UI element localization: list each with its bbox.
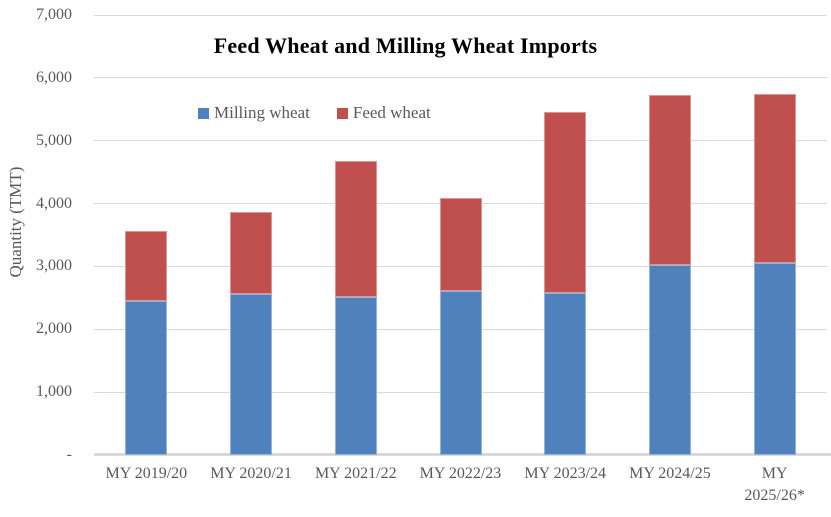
legend-item-milling-wheat: Milling wheat (198, 103, 310, 123)
bar-segment-milling-wheat (334, 297, 377, 455)
y-axis-tick-label: 3,000 (36, 257, 72, 275)
y-axis-tick-label: - (66, 446, 72, 463)
legend-item-feed-wheat: Feed wheat (336, 103, 431, 123)
x-axis-label: MY 2025/26* (744, 465, 805, 504)
gridline (94, 14, 827, 16)
x-axis-label: MY 2024/25 (629, 465, 711, 482)
gridline (94, 77, 827, 79)
y-axis-tick-label: 7,000 (36, 6, 72, 23)
x-axis-label: MY 2020/21 (210, 465, 292, 482)
y-axis-title: Quantity (TMT) (6, 166, 25, 278)
bar-segment-milling-wheat (648, 264, 691, 455)
y-axis-tick-label: 4,000 (36, 194, 72, 212)
bar-segment-feed-wheat (648, 94, 691, 265)
x-axis-label: MY 2022/23 (419, 465, 502, 482)
legend-label-feed-wheat: Feed wheat (352, 103, 431, 122)
bar-segment-feed-wheat (439, 197, 482, 291)
x-axis-label: MY 2023/24 (524, 465, 607, 482)
x-axis-label: MY 2021/22 (314, 465, 397, 482)
bar-segment-feed-wheat (753, 93, 796, 264)
bar-segment-feed-wheat (334, 160, 377, 298)
bar-segment-feed-wheat (544, 111, 587, 294)
gridline (94, 140, 827, 142)
legend: Milling wheat Feed wheat (198, 103, 431, 123)
bar-segment-feed-wheat (125, 231, 168, 301)
y-axis-tick-label: 1,000 (36, 383, 72, 401)
chart-title: Feed Wheat and Milling Wheat Imports (213, 33, 598, 58)
bar-segment-milling-wheat (230, 294, 273, 455)
legend-swatch-feed-wheat-icon (336, 107, 348, 119)
y-axis-tick-label: 2,000 (36, 320, 72, 338)
bar-segment-milling-wheat (544, 293, 587, 455)
legend-label-milling-wheat: Milling wheat (214, 103, 310, 122)
bar-segment-feed-wheat (230, 212, 273, 295)
legend-swatch-milling-wheat-icon (198, 107, 209, 119)
bar-segment-milling-wheat (439, 290, 482, 455)
bar-segment-milling-wheat (125, 301, 168, 455)
x-axis-label: MY 2019/20 (105, 465, 188, 482)
bar-segment-milling-wheat (753, 263, 796, 455)
y-axis-tick-label: 5,000 (36, 131, 72, 149)
y-axis-tick-label: 6,000 (36, 68, 72, 86)
